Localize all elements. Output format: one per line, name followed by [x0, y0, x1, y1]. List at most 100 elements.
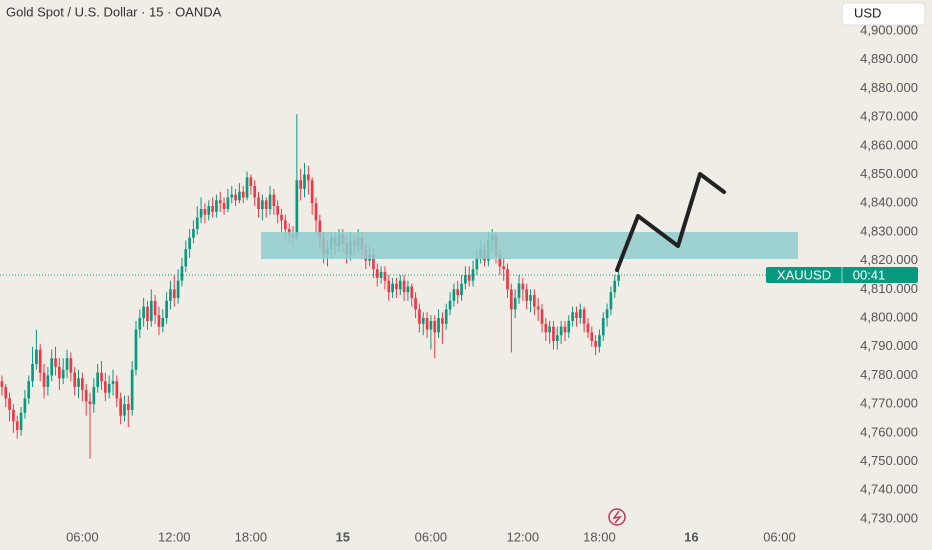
candle-body [268, 194, 272, 209]
candle-body [192, 229, 195, 238]
candle-body [284, 220, 287, 230]
candle-body [42, 372, 46, 387]
alert-icon[interactable] [608, 508, 626, 526]
candle-body [157, 315, 161, 327]
candle-body [521, 283, 525, 290]
candle-body [418, 309, 421, 324]
candle-body [303, 174, 306, 189]
candle-body [111, 381, 115, 385]
x-tick-label: 06:00 [415, 529, 448, 544]
candle-body [559, 326, 563, 336]
candle-body [548, 326, 551, 333]
y-tick-label: 4,860.000 [860, 137, 918, 152]
y-tick-label: 4,900.000 [860, 22, 918, 37]
candle-body [176, 280, 180, 298]
symbol-label: XAUUSD [777, 267, 831, 282]
candle-body [555, 335, 559, 341]
candle-body [153, 300, 157, 316]
candle-body [115, 381, 119, 399]
x-tick-label: 12:00 [507, 529, 540, 544]
candle-body [88, 401, 92, 405]
candle-body [318, 220, 322, 238]
candle-body [123, 404, 126, 416]
candle-body [169, 289, 172, 301]
candle-body [195, 217, 199, 230]
candle-body [207, 206, 211, 215]
candle-body [467, 274, 471, 281]
candle-body [452, 289, 456, 301]
candle-body [65, 358, 69, 370]
y-tick-label: 4,810.000 [860, 281, 918, 296]
candle-body [617, 274, 620, 281]
candle-body [107, 384, 111, 393]
candle-body [510, 289, 513, 310]
candle-body [529, 295, 532, 301]
y-tick-label: 4,770.000 [860, 396, 918, 411]
currency-button[interactable] [841, 2, 926, 26]
candle-body [532, 295, 536, 307]
y-tick-label: 4,790.000 [860, 338, 918, 353]
candle-body [586, 323, 590, 333]
candle-body [456, 289, 460, 296]
candle-body [540, 309, 544, 324]
currency-label[interactable]: USD [854, 5, 881, 20]
candle-body [138, 318, 142, 330]
candle-body [609, 292, 613, 310]
candle-body [234, 194, 237, 201]
candle-body [272, 194, 276, 207]
candle-body [513, 297, 517, 310]
candle-body [77, 378, 80, 387]
candle-body [249, 177, 253, 186]
candle-body [276, 206, 280, 215]
candle-body [73, 372, 77, 387]
candle-body [23, 398, 27, 413]
candle-body [38, 349, 42, 373]
candle-body [421, 318, 425, 324]
candle-body [410, 286, 414, 298]
candle-body [375, 269, 379, 278]
candle-body [61, 369, 65, 379]
y-tick-label: 4,800.000 [860, 309, 918, 324]
candle-body [536, 306, 540, 310]
candle-body [126, 404, 130, 410]
candle-body [552, 326, 555, 341]
candle-body [142, 306, 145, 319]
candle-body [245, 177, 249, 198]
candle-body [165, 300, 168, 319]
candle-body [506, 269, 509, 290]
x-tick-label: 15 [336, 529, 350, 544]
candle-body [188, 237, 191, 250]
chart-title: Gold Spot / U.S. Dollar · 15 · OANDA [6, 4, 222, 19]
candle-body [601, 318, 605, 336]
candle-body [314, 203, 318, 221]
candle-body [372, 254, 375, 270]
candle-body [441, 318, 444, 324]
candle-body [100, 372, 103, 382]
candle-body [134, 329, 138, 370]
candle-body [383, 272, 387, 281]
x-tick-label: 12:00 [158, 529, 191, 544]
candle-body [96, 372, 100, 387]
candle-body [31, 363, 34, 382]
y-tick-label: 4,760.000 [860, 424, 918, 439]
candle-body [414, 297, 417, 310]
candle-body [264, 200, 268, 209]
candle-body [448, 300, 452, 310]
candle-body [544, 323, 548, 333]
candle-body [310, 180, 314, 204]
candle-body [69, 358, 73, 373]
candle-body [594, 341, 597, 347]
candle-body [517, 283, 521, 298]
candle-body [119, 398, 122, 416]
candle-body [498, 254, 502, 267]
candle-body [130, 369, 134, 410]
y-tick-label: 4,830.000 [860, 223, 918, 238]
y-tick-label: 4,750.000 [860, 453, 918, 468]
candle-body [598, 335, 601, 347]
candle-body [203, 208, 207, 215]
candle-body [425, 318, 429, 330]
candle-body [81, 378, 84, 390]
candle-body [575, 312, 578, 319]
candle-body [4, 386, 8, 399]
candle-body [460, 283, 463, 296]
